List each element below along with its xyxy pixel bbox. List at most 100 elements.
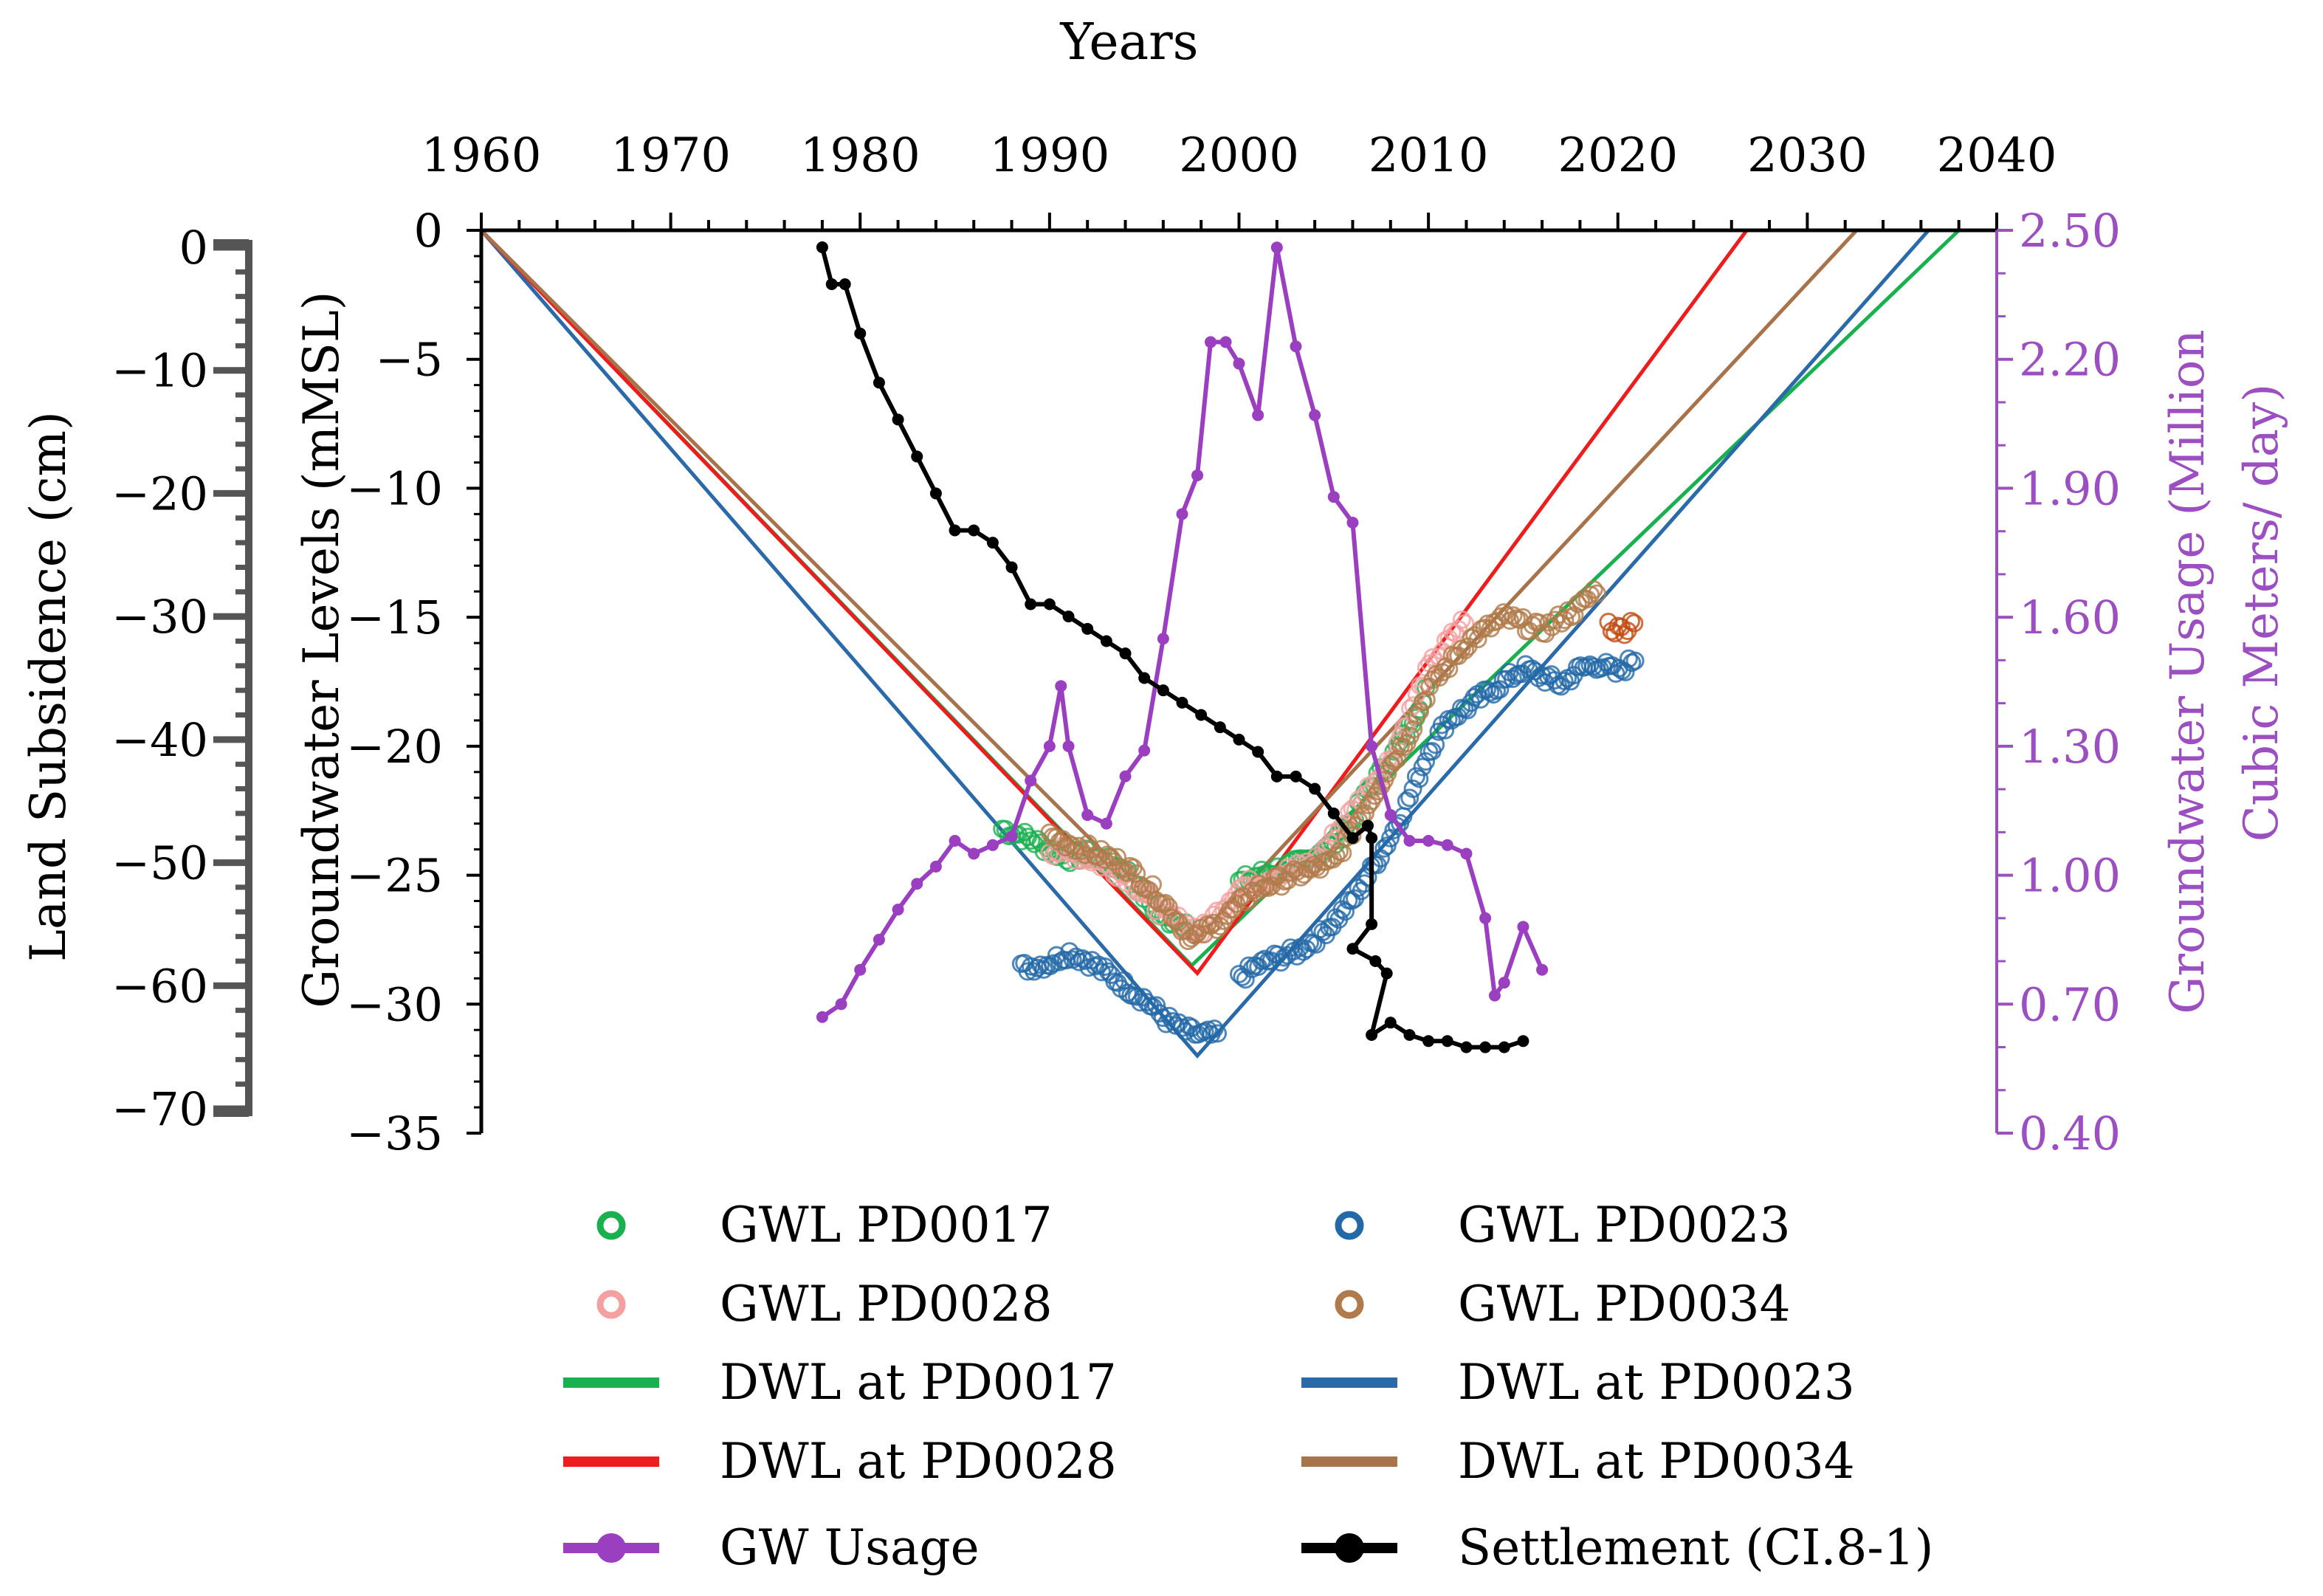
gw-usage-marker <box>1422 834 1435 847</box>
left-axis-title: Groundwater Levels (mMSL) <box>293 291 350 1008</box>
settlement-marker <box>1380 967 1393 980</box>
gwl-marker <box>1098 962 1118 981</box>
settlement-marker <box>949 524 961 537</box>
gw-usage-marker <box>1043 740 1056 752</box>
top-axis-title: Years <box>1059 13 1198 72</box>
dwl-line <box>480 229 1749 977</box>
legend-symbol-circle <box>596 1290 626 1319</box>
gwl-marker <box>1452 610 1471 629</box>
gw-usage-marker <box>1219 336 1232 348</box>
left-axis-tick-label: −15 <box>346 591 443 644</box>
gwl-marker <box>1385 752 1404 771</box>
settlement-marker <box>1043 598 1056 610</box>
gw-usage-marker <box>968 847 980 860</box>
gwl-marker <box>1414 692 1433 711</box>
settlement-marker <box>1517 1035 1529 1048</box>
settlement-marker <box>1290 770 1302 782</box>
gwl-marker <box>1205 1019 1224 1039</box>
settlement-marker <box>1176 696 1188 709</box>
gw-usage-marker <box>911 878 923 890</box>
gwl-marker <box>1490 680 1510 699</box>
settlement-marker <box>1252 746 1264 758</box>
gw-usage-series <box>816 241 1549 1023</box>
settlement-marker <box>873 376 885 389</box>
subsidence-axis-tick-label: −50 <box>111 836 208 890</box>
gwl-marker <box>1050 832 1069 851</box>
gwl-marker <box>1536 625 1555 644</box>
subsidence-axis-tick-label: −70 <box>111 1082 208 1136</box>
legend-symbol-marker <box>1335 1533 1364 1563</box>
legend-symbol-circle <box>1335 1290 1364 1319</box>
legend-label: GWL PD0023 <box>1458 1197 1791 1253</box>
subsidence-axis-tick-label: −40 <box>111 713 208 767</box>
settlement-marker <box>911 450 923 463</box>
gw-usage-marker <box>1270 241 1283 254</box>
gwl-marker <box>1404 720 1423 739</box>
settlement-marker <box>1460 1041 1473 1053</box>
gwl-marker <box>1387 816 1406 836</box>
legend-label: GWL PD0028 <box>720 1276 1053 1332</box>
gw-usage-marker <box>1119 770 1132 782</box>
gwl-marker <box>1616 662 1635 681</box>
gw-usage-marker <box>854 963 867 976</box>
top-axis-tick-label: 2020 <box>1558 128 1678 183</box>
gwl-marker <box>1577 590 1597 609</box>
legend-label: DWL at PD0028 <box>720 1433 1117 1490</box>
gwl-marker <box>1022 831 1041 850</box>
gwl-marker <box>1269 866 1288 885</box>
gwl-marker <box>1374 839 1394 858</box>
left-axis-tick-label: −25 <box>346 849 443 903</box>
gw-usage-marker <box>816 1011 828 1023</box>
settlement-marker <box>1441 1035 1453 1048</box>
subsidence-axis-tick-label: −60 <box>111 959 208 1013</box>
left-axis-tick-label: −35 <box>346 1107 443 1160</box>
gw-usage-marker <box>1346 517 1359 529</box>
gwl-marker <box>1115 971 1134 990</box>
gw-usage-marker <box>873 933 885 946</box>
gw-usage-marker <box>1309 409 1321 422</box>
settlement-marker <box>1369 954 1382 967</box>
gw-usage-marker <box>1157 633 1169 645</box>
settlement-marker <box>1366 1028 1378 1041</box>
gwl-marker <box>1588 584 1607 603</box>
dwl-line <box>480 229 1930 1059</box>
subsidence-axis-tick-label: −20 <box>111 467 208 520</box>
gwl-marker <box>1335 902 1355 921</box>
gwl-marker <box>1262 876 1281 895</box>
settlement-marker <box>892 413 904 426</box>
right-axis-tick-label: 2.50 <box>2019 204 2121 258</box>
settlement-marker <box>1384 1017 1397 1029</box>
gw-usage-marker <box>1176 508 1188 520</box>
legend-label: DWL at PD0017 <box>720 1354 1117 1411</box>
gw-usage-marker <box>1517 921 1529 933</box>
gw-usage-marker <box>1025 774 1037 787</box>
left-axis-tick-label: −5 <box>376 333 443 387</box>
gwl-marker <box>1555 671 1574 690</box>
top-axis-tick-label: 1980 <box>800 128 920 183</box>
right-axis-tick-label: 1.30 <box>2019 720 2121 774</box>
gwl-marker <box>1259 878 1278 898</box>
legend-symbol-marker <box>596 1533 626 1563</box>
gw-usage-marker <box>1441 839 1453 851</box>
gwl-marker <box>1410 769 1429 788</box>
settlement-marker <box>1157 684 1169 697</box>
gw-usage-marker <box>1488 989 1501 1002</box>
legend-symbol-circle <box>596 1211 626 1240</box>
settlement-marker <box>839 278 851 291</box>
gwl-marker <box>1352 806 1372 825</box>
settlement-marker <box>1025 598 1037 610</box>
gwl-marker <box>1101 847 1121 867</box>
right-axis-tick-label: 0.40 <box>2019 1107 2121 1160</box>
settlement-marker <box>1327 807 1340 819</box>
right-axis-tick-label: 1.00 <box>2019 849 2121 903</box>
settlement-marker <box>1138 672 1151 684</box>
gwl-marker <box>1625 613 1644 633</box>
settlement-marker <box>1081 622 1094 635</box>
top-axis-tick-label: 2010 <box>1369 128 1489 183</box>
legend-symbol-circle <box>1335 1211 1364 1240</box>
settlement-marker <box>1309 782 1321 795</box>
settlement-marker <box>1498 1041 1510 1053</box>
top-axis-tick-label: 2040 <box>1937 128 2057 183</box>
gw-usage-marker <box>835 998 847 1011</box>
gwl-marker <box>1150 1004 1169 1023</box>
